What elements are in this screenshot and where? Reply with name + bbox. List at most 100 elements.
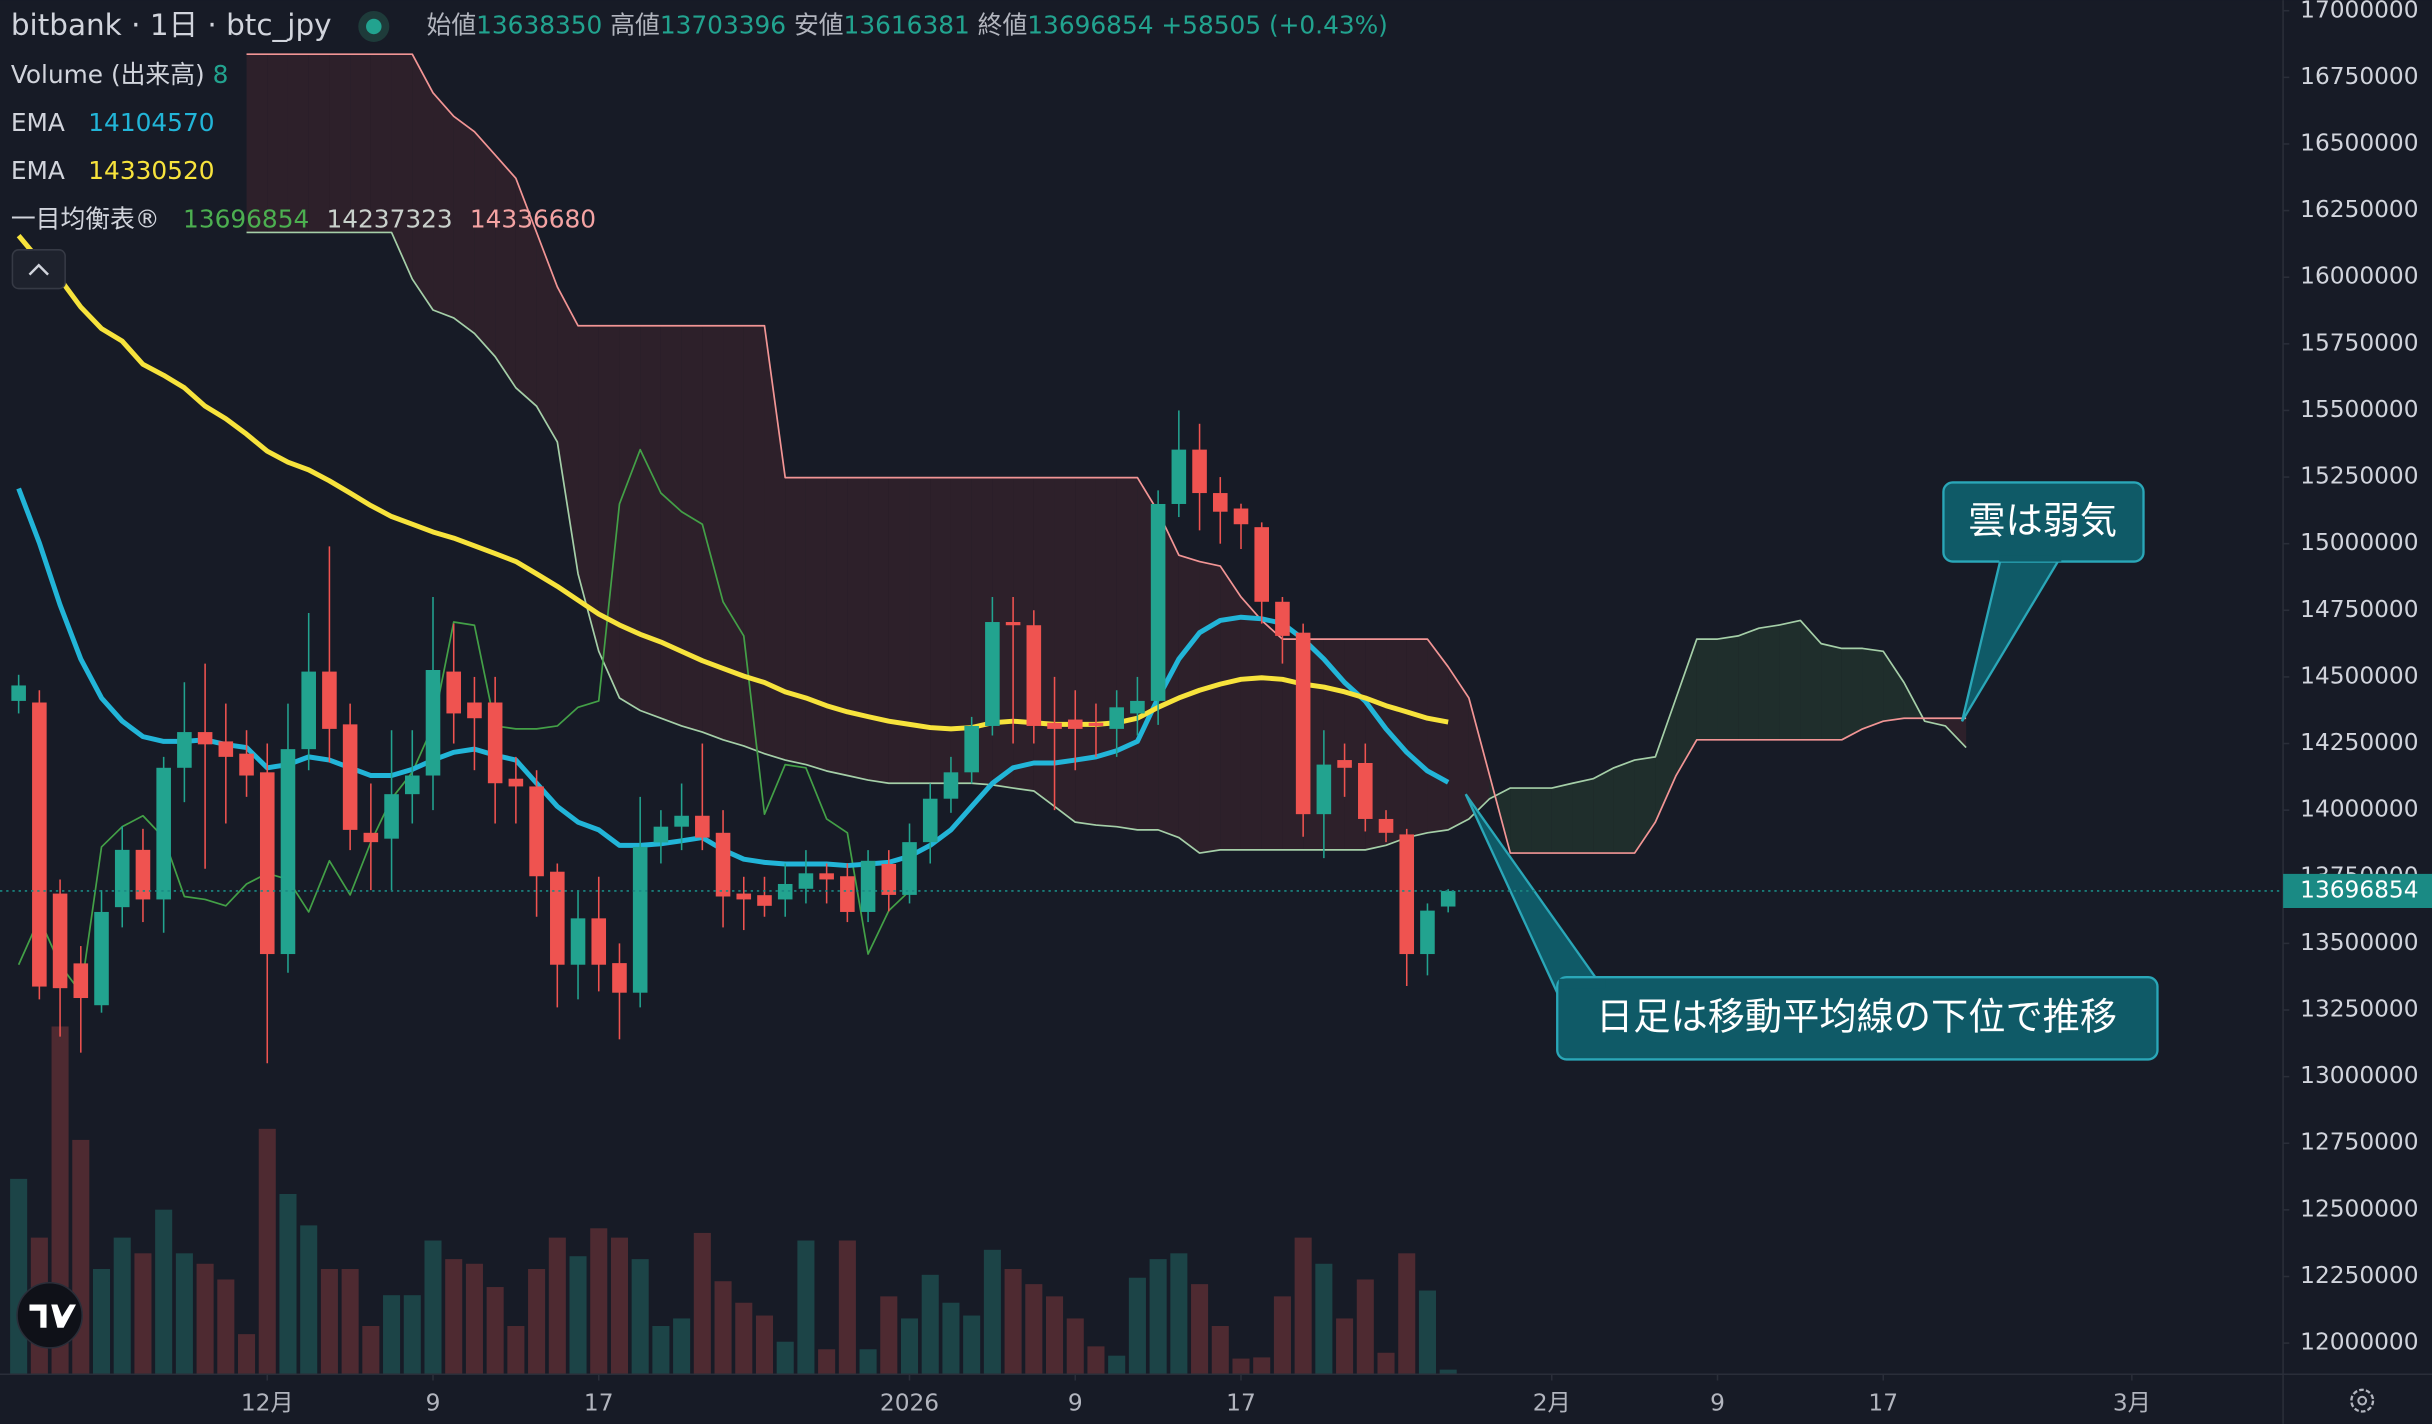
- cloud-fill: [1510, 788, 1532, 854]
- cloud-fill: [1054, 477, 1076, 823]
- cloud-fill: [1075, 477, 1096, 826]
- volume-bar: [921, 1274, 939, 1375]
- change-value: +58505: [1161, 10, 1261, 39]
- cloud-fill: [578, 325, 599, 652]
- cloud-fill: [453, 116, 475, 334]
- candle-body: [1171, 449, 1187, 504]
- candle-body: [1109, 707, 1124, 729]
- volume-bar: [155, 1209, 173, 1375]
- candle-body: [1420, 910, 1435, 955]
- ema-line: [16, 487, 1450, 869]
- volume-bar: [776, 1341, 794, 1375]
- cloud-fill: [743, 325, 765, 754]
- candle-body: [114, 849, 130, 908]
- cloud-fill: [287, 54, 309, 233]
- cloud-fill: [1448, 666, 1469, 830]
- cloud-fill: [1551, 783, 1573, 854]
- logo[interactable]: [16, 1282, 83, 1349]
- volume-legend: Volume (出来高) 8: [11, 60, 229, 89]
- candle-body: [777, 883, 793, 900]
- candle-body: [757, 895, 772, 906]
- volume-bar: [797, 1240, 815, 1375]
- x-tick-label: 2026: [880, 1389, 939, 1416]
- symbol-title: bitbank · 1日 · btc_jpy: [11, 8, 332, 42]
- legend-value: 14336680: [470, 204, 596, 233]
- candle-body: [508, 778, 524, 787]
- candle-body: [1233, 508, 1249, 525]
- cloud-fill: [1095, 477, 1117, 827]
- cloud-fill: [930, 477, 951, 784]
- cloud-fill: [1862, 648, 1884, 729]
- cloud-fill: [950, 477, 972, 784]
- volume-bar: [92, 1269, 111, 1375]
- price-line-layer: 13696854: [0, 873, 2432, 909]
- volume-bar: [1253, 1357, 1271, 1375]
- y-tick-label: 15750000: [2300, 329, 2418, 356]
- candle-body: [1337, 760, 1352, 768]
- price-tag-label: 13696854: [2300, 876, 2418, 903]
- candle-body: [177, 732, 192, 768]
- cloud-fill: [495, 154, 516, 388]
- callout-joint: [1999, 555, 2062, 562]
- cloud-fill: [1758, 624, 1780, 740]
- cloud-fill: [702, 325, 724, 740]
- volume-bar: [258, 1128, 276, 1375]
- volume-bar: [113, 1237, 131, 1375]
- cloud-fill: [1800, 620, 1822, 740]
- x-tick-label: 9: [426, 1389, 441, 1416]
- candle-body: [1047, 722, 1062, 729]
- ema-line: [16, 234, 1449, 732]
- y-tick-label: 12500000: [2300, 1195, 2418, 1222]
- volume-bar: [465, 1263, 483, 1375]
- candle-body: [1005, 622, 1021, 626]
- volume-bar: [548, 1237, 566, 1375]
- candle-body: [985, 622, 1000, 726]
- candle-body: [819, 873, 834, 880]
- candle-body: [922, 798, 938, 843]
- candle-body: [1212, 493, 1228, 512]
- candle-body: [1130, 700, 1145, 714]
- cloud-fill: [1696, 639, 1718, 740]
- volume-bar: [714, 1281, 732, 1375]
- candle-body: [736, 893, 752, 900]
- cloud-fill: [557, 286, 579, 574]
- axes-layer: 12000000 12250000 12500000 12750000 13000000…: [241, 0, 2419, 1416]
- candle-body: [32, 702, 47, 987]
- x-tick-label: 17: [1226, 1389, 1256, 1416]
- candle-body: [881, 863, 897, 895]
- volume-bar: [755, 1315, 774, 1375]
- collapse-button[interactable]: [11, 249, 66, 290]
- cloud-fill: [868, 477, 889, 784]
- candle-body: [1150, 503, 1166, 701]
- annotation: 日足は移動平均線の下位で推移: [1464, 793, 2159, 1061]
- volume-bar: [424, 1240, 442, 1375]
- candle-body: [653, 826, 669, 843]
- volume-bar: [1336, 1318, 1354, 1375]
- cloud-fill: [1178, 555, 1200, 854]
- volume-bar: [175, 1253, 193, 1375]
- x-tick-label: 2月: [1533, 1389, 1571, 1416]
- volume-bar: [900, 1318, 919, 1375]
- x-tick-label: 12月: [241, 1389, 294, 1416]
- cloud-fill: [1572, 778, 1594, 854]
- candle-body: [943, 772, 959, 799]
- volume-bar: [880, 1296, 898, 1375]
- cloud-fill: [826, 477, 848, 776]
- cloud-fill: [1116, 477, 1138, 830]
- volume-bar: [1211, 1326, 1229, 1375]
- volume-layer: [10, 1026, 1457, 1375]
- cloud-fill: [1199, 561, 1221, 854]
- logo-circle: [16, 1282, 83, 1349]
- settings-button[interactable]: [2350, 1388, 2375, 1413]
- candle-body: [280, 749, 296, 955]
- candle-body: [301, 671, 316, 750]
- volume-bar: [818, 1349, 836, 1375]
- ohlc-legend: 始値13638350 高値13703396 安値13616381 終値13696…: [427, 10, 1388, 39]
- candle-body: [1088, 722, 1104, 726]
- candle-body: [715, 832, 731, 897]
- legend-value: 14104570: [88, 108, 214, 137]
- cloud-fill: [660, 325, 682, 726]
- candle-body: [591, 918, 607, 965]
- y-tick-label: 15500000: [2300, 396, 2418, 423]
- volume-bar: [735, 1302, 753, 1375]
